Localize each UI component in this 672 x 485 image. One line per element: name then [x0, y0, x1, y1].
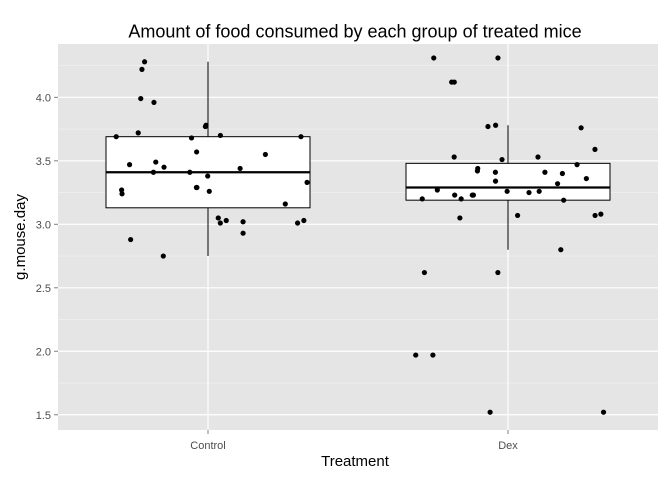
data-point — [223, 217, 229, 224]
y-tick-label: 3.5 — [36, 156, 51, 168]
data-point — [217, 132, 224, 139]
data-point — [413, 352, 419, 358]
y-tick-label: 2.5 — [36, 283, 51, 295]
y-tick-label: 1.5 — [36, 410, 51, 422]
data-point — [492, 169, 499, 175]
x-tick-label: Control — [190, 440, 225, 452]
data-point — [237, 165, 243, 172]
data-point — [598, 211, 604, 217]
data-point — [240, 230, 246, 236]
data-point — [202, 123, 209, 130]
data-point — [434, 187, 440, 193]
data-point — [187, 169, 193, 175]
data-point — [194, 184, 200, 191]
data-point — [469, 192, 475, 198]
data-point — [592, 146, 598, 152]
data-point — [535, 154, 541, 160]
data-point — [419, 196, 425, 202]
data-point — [294, 220, 301, 226]
box-dex — [405, 162, 611, 201]
data-point — [499, 156, 505, 163]
data-point — [430, 352, 436, 358]
data-point — [301, 217, 307, 224]
data-point — [139, 66, 145, 72]
data-point — [215, 215, 221, 221]
y-tick-label: 2.0 — [36, 346, 51, 358]
data-point — [457, 215, 463, 221]
x-axis-title: Treatment — [321, 453, 390, 470]
data-point — [206, 188, 212, 194]
y-axis-ticks: 1.5 2.0 2.5 3.0 3.5 4.0 — [36, 92, 58, 422]
data-point — [138, 95, 144, 102]
data-point — [188, 135, 195, 141]
plot-panel — [58, 44, 658, 430]
data-point — [150, 169, 157, 175]
data-point — [451, 79, 457, 85]
x-axis-ticks: Control Dex — [190, 430, 518, 452]
data-point — [126, 162, 133, 168]
data-point — [559, 170, 565, 177]
data-point — [194, 149, 200, 155]
data-point — [574, 162, 580, 168]
box-layer — [105, 61, 611, 257]
data-point — [542, 169, 548, 175]
data-point — [600, 409, 607, 415]
data-point — [558, 247, 564, 253]
data-point — [578, 125, 584, 131]
data-point — [262, 151, 268, 158]
data-point — [526, 189, 532, 196]
data-point — [119, 187, 125, 193]
data-point — [135, 130, 141, 136]
data-point — [141, 59, 148, 65]
data-point — [487, 409, 493, 415]
data-point — [458, 196, 464, 202]
data-point — [240, 219, 246, 225]
data-point — [217, 220, 223, 226]
data-point — [161, 164, 167, 170]
data-point — [160, 253, 166, 259]
data-point — [128, 236, 134, 243]
data-point — [514, 212, 521, 219]
data-point — [504, 188, 510, 194]
data-point — [485, 123, 491, 130]
data-point — [536, 188, 542, 194]
data-point — [451, 154, 457, 160]
data-point — [282, 201, 288, 207]
data-point — [298, 134, 304, 140]
data-point — [151, 99, 157, 106]
data-point — [153, 159, 159, 165]
data-point — [561, 197, 567, 203]
data-point — [583, 175, 589, 182]
data-point — [113, 134, 119, 140]
data-point — [119, 191, 125, 197]
data-point — [592, 212, 598, 219]
data-point — [554, 181, 561, 187]
data-point — [304, 179, 310, 186]
data-point — [495, 55, 501, 61]
data-point — [205, 173, 211, 179]
x-tick-label: Dex — [498, 440, 518, 452]
data-point — [431, 55, 437, 61]
chart-title: Amount of food consumed by each group of… — [128, 22, 581, 42]
data-point — [474, 168, 481, 174]
y-tick-label: 3.0 — [36, 219, 51, 231]
data-point — [452, 192, 458, 198]
data-point — [493, 122, 499, 128]
data-point — [495, 269, 501, 276]
point-layer — [113, 55, 607, 415]
data-point — [421, 269, 427, 276]
data-point — [492, 178, 499, 184]
y-axis-title: g.mouse.day — [12, 194, 29, 280]
y-tick-label: 4.0 — [36, 92, 51, 104]
